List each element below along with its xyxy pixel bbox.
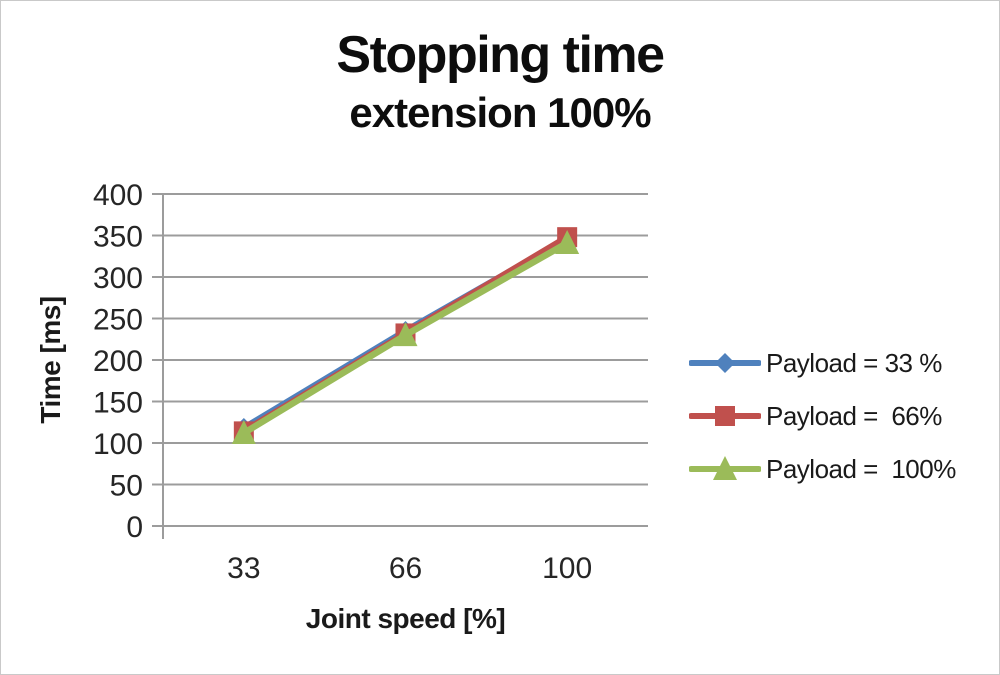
y-axis-title: Time [ms] (35, 296, 66, 423)
legend-label: Payload = 100% (766, 453, 956, 484)
y-tick-label: 400 (93, 179, 143, 212)
x-axis-title: Joint speed [%] (306, 603, 505, 634)
legend-marker-diamond-icon (689, 353, 761, 373)
y-tick-label: 300 (93, 262, 143, 295)
chart-title-block: Stopping time extension 100% (1, 29, 999, 134)
legend-marker-square-icon (689, 406, 761, 426)
y-tick-label: 150 (93, 387, 143, 420)
legend-entry: Payload = 33 % (689, 343, 956, 383)
x-tick-label: 66 (389, 552, 422, 585)
x-tick-label: 100 (542, 552, 592, 585)
y-tick-label: 350 (93, 221, 143, 254)
legend-entry: Payload = 66% (689, 396, 956, 436)
legend-entry: Payload = 100% (689, 449, 956, 489)
triangle-marker (231, 420, 256, 445)
y-tick-label: 250 (93, 304, 143, 337)
legend-label: Payload = 66% (766, 400, 942, 431)
diamond-marker (715, 353, 735, 373)
chart-title: Stopping time (336, 26, 665, 84)
triangle-marker (393, 322, 418, 347)
legend-marker-triangle-icon (689, 456, 761, 480)
legend-label: Payload = 33 % (766, 347, 942, 378)
triangle-marker (555, 229, 580, 254)
triangle-marker (713, 456, 737, 480)
y-tick-label: 200 (93, 345, 143, 378)
x-tick-label: 33 (227, 552, 260, 585)
chart-subtitle: extension 100% (349, 89, 651, 136)
square-marker (715, 406, 735, 426)
legend: Payload = 33 % Payload = 66% Payload = 100… (689, 343, 956, 489)
y-tick-label: 0 (126, 511, 143, 544)
y-tick-label: 50 (110, 470, 143, 503)
y-tick-label: 100 (93, 428, 143, 461)
